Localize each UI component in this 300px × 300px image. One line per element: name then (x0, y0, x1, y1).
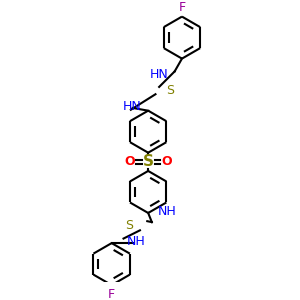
Text: F: F (178, 1, 185, 14)
Text: NH: NH (158, 205, 177, 218)
Text: F: F (108, 288, 115, 300)
Text: O: O (161, 155, 172, 168)
Text: S: S (167, 84, 174, 97)
Text: S: S (126, 219, 134, 232)
Text: HN: HN (123, 100, 142, 112)
Text: S: S (143, 154, 154, 169)
Text: O: O (124, 155, 135, 168)
Text: HN: HN (149, 68, 168, 81)
Text: NH: NH (127, 235, 146, 248)
